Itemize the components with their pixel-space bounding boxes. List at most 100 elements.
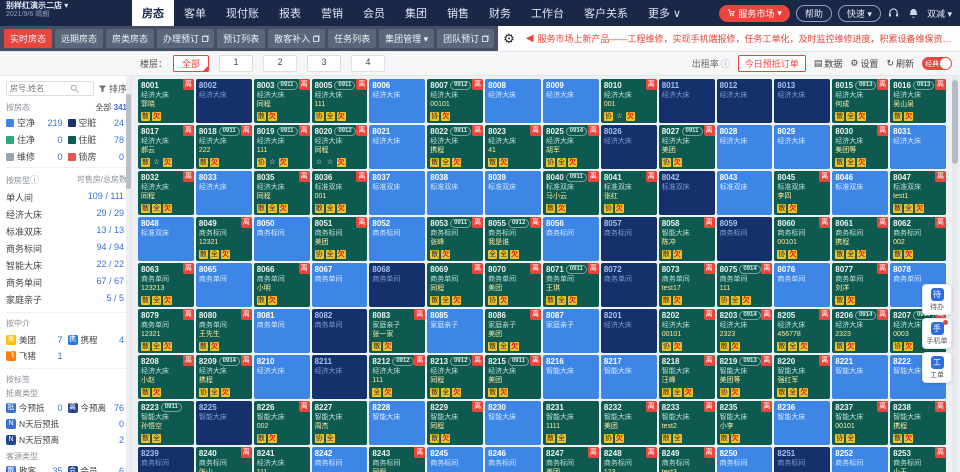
filter-N天后预抵[interactable]: N N天后预抵 0	[6, 416, 127, 432]
toolbar-button-团队预订[interactable]: 团队预订	[437, 29, 495, 48]
hotel-switcher[interactable]: 别样红演示二店 ▾ 2021/9/6 晴朗	[0, 0, 132, 26]
floor-pill-4[interactable]: 4	[351, 55, 386, 72]
tab-房态[interactable]: 房态	[132, 0, 174, 26]
room-cell-8228[interactable]: 8228 智能大床	[369, 401, 426, 445]
room-cell-8073[interactable]: 8073 商务单间 test17 散欠 离	[658, 263, 715, 307]
room-cell-8066[interactable]: 8066 商务单间 小明散欠 离	[253, 263, 310, 307]
type-filter-经济大床[interactable]: 经济大床 29 / 29	[6, 206, 127, 223]
filter-N天后预离[interactable]: N N天后预离 2	[6, 432, 127, 448]
room-cell-8040[interactable]: 8040 0911 标准双床 马小云散欠 离	[543, 171, 599, 215]
room-cell-8056[interactable]: 8056 商务标间	[543, 217, 599, 261]
room-cell-8250[interactable]: 8250 商务标间	[716, 447, 773, 472]
room-cell-8062[interactable]: 8062 商务标间 002 散欠 离	[890, 217, 946, 261]
room-cell-8071[interactable]: 8071 0911 商务单间 王琪散全欠 离	[543, 263, 599, 307]
room-cell-8048[interactable]: 8048 标准双床	[138, 217, 194, 261]
room-cell-8068[interactable]: 8068 商务单间	[369, 263, 426, 307]
toolbar-button-预订列表[interactable]: 预订列表	[217, 29, 266, 48]
filter-今预离[interactable]: 离今预离 76	[67, 400, 128, 416]
type-filter-商务单间[interactable]: 商务单间 67 / 67	[6, 274, 127, 291]
room-cell-8227[interactable]: 8227 智能大床 周杰协全	[311, 401, 368, 445]
settings-button[interactable]: ⚙ 设置	[850, 58, 879, 69]
room-cell-8243[interactable]: 8243商务标间同程散全离	[369, 447, 426, 472]
toolbar-button-远期房态[interactable]: 远期房态	[55, 29, 104, 48]
tab-会员[interactable]: 会员	[363, 8, 385, 20]
room-cell-8230[interactable]: 8230 智能大床	[485, 401, 541, 445]
room-cell-8217[interactable]: 8217 智能大床	[600, 355, 657, 399]
state-filter-空脏[interactable]: 空脏 24	[67, 116, 128, 129]
room-cell-8018[interactable]: 8018 0911 经济大床 222 散欠 离	[195, 125, 252, 169]
room-cell-8249[interactable]: 8249商务标间test3散全离	[658, 447, 715, 472]
floor-pill-全部[interactable]: 全部	[173, 55, 210, 72]
room-cell-8023[interactable]: 8023 经济大床 41 散欠 离	[485, 125, 541, 169]
room-cell-8067[interactable]: 8067 商务单间	[311, 263, 368, 307]
room-cell-8202[interactable]: 8202 经济大床 00101 协欠 离	[658, 309, 715, 353]
room-cell-8035[interactable]: 8035 经济大床 同程散全欠 离	[253, 171, 310, 215]
floor-pill-1[interactable]: 1	[219, 55, 254, 72]
open-new-window-icon[interactable]	[313, 35, 320, 42]
room-cell-8087[interactable]: 8087 家庭亲子	[543, 309, 599, 353]
room-cell-8009[interactable]: 8009 经济大床	[543, 79, 599, 123]
open-new-window-icon[interactable]	[202, 35, 209, 42]
room-cell-8050[interactable]: 8050 商务标间	[253, 217, 310, 261]
room-cell-8075[interactable]: 8075 0914 商务单间 111 协全欠 离	[716, 263, 773, 307]
room-cell-8055[interactable]: 8055 0912 商务标间 我是谁全全欠离	[485, 217, 541, 261]
filter-今预抵[interactable]: 抵今预抵 0	[6, 400, 66, 416]
room-cell-8010[interactable]: 8010 经济大床 001 协 ☆ 欠 离	[600, 79, 657, 123]
room-cell-8238[interactable]: 8238 智能大床 携程散欠 离	[890, 401, 946, 445]
room-cell-8235[interactable]: 8235 智能大床 小李散欠 离	[716, 401, 773, 445]
type-filter-单人间[interactable]: 单人间 109 / 111	[6, 189, 127, 206]
rail-button-待办[interactable]: 待待办	[922, 284, 952, 315]
room-cell-8072[interactable]: 8072 商务单间	[600, 263, 657, 307]
room-cell-8085[interactable]: 8085 家庭亲子	[427, 309, 484, 353]
rail-button-工单[interactable]: 工工单	[922, 352, 952, 383]
room-cell-8038[interactable]: 8038 标准双床	[427, 171, 484, 215]
room-cell-8012[interactable]: 8012 经济大床	[716, 79, 773, 123]
room-search-box[interactable]	[6, 81, 94, 96]
room-cell-8026[interactable]: 8026 经济大床	[600, 125, 657, 169]
toolbar-button-办理预订[interactable]: 办理预订	[157, 29, 215, 48]
room-cell-8209[interactable]: 8209 0914 经济大床 携程协全欠 离	[195, 355, 252, 399]
filter-散客[interactable]: 散散客 35	[6, 463, 66, 472]
room-cell-8245[interactable]: 8245 商务标间	[427, 447, 484, 472]
room-cell-8060[interactable]: 8060 商务标间 00101 协欠 离	[774, 217, 831, 261]
room-cell-8030[interactable]: 8030 经济大床 美团等散全欠 离	[832, 125, 889, 169]
room-cell-8208[interactable]: 8208 经济大床 小赵散欠 离	[138, 355, 194, 399]
toolbar-button-房类房态[interactable]: 房类房态	[106, 29, 155, 48]
search-input[interactable]	[10, 84, 68, 93]
room-cell-8240[interactable]: 8240商务标间张山散欠离	[195, 447, 252, 472]
sort-button[interactable]: 排序	[98, 82, 127, 95]
room-cell-8086[interactable]: 8086 家庭亲子 美团散全欠 离	[485, 309, 541, 353]
grid-scrollbar-thumb[interactable]	[952, 80, 958, 164]
room-cell-8063[interactable]: 8063 商务单间 123213 散全欠 离	[138, 263, 194, 307]
room-cell-8028[interactable]: 8028 经济大床	[716, 125, 773, 169]
room-cell-8233[interactable]: 8233 智能大床 test2 散全 离	[658, 401, 715, 445]
room-cell-8017[interactable]: 8017 经济大床 郝云散 ☆ 欠 离	[138, 125, 194, 169]
room-cell-8211[interactable]: 8211 经济大床	[311, 355, 368, 399]
room-cell-8058[interactable]: 8058 智能大床 陈冲散欠 离	[658, 217, 715, 261]
bell-icon[interactable]	[907, 6, 921, 20]
filter-美团[interactable]: 美美团 7	[6, 332, 66, 348]
help-button[interactable]: 帮助	[795, 4, 832, 22]
room-cell-8032[interactable]: 8032 经济大床 同程散全欠 离	[138, 171, 194, 215]
room-cell-8206[interactable]: 8206 0914 经济大床 2323 散欠 离	[832, 309, 889, 353]
type-filter-商务标间[interactable]: 商务标间 94 / 94	[6, 240, 127, 257]
room-cell-8022[interactable]: 8022 0911 经济大床 携程散全欠 离	[427, 125, 484, 169]
room-cell-8016[interactable]: 8016 0913 经济大床 吴山泉散欠 离	[890, 79, 946, 123]
room-cell-8215[interactable]: 8215 0911 经济大床 美团散欠 离	[485, 355, 541, 399]
room-cell-8015[interactable]: 8015 0913 经济大床 何成散全欠 离	[832, 79, 889, 123]
tab-营销[interactable]: 营销	[321, 8, 343, 20]
room-cell-8237[interactable]: 8237 智能大床 00101 协全 离	[832, 401, 889, 445]
room-cell-8210[interactable]: 8210 经济大床	[253, 355, 310, 399]
filter-会员[interactable]: 会会员 6	[67, 463, 128, 472]
toolbar-button-散客补入[interactable]: 散客补入	[268, 29, 326, 48]
room-cell-8077[interactable]: 8077 商务单间 刘洋散欠 离	[832, 263, 889, 307]
room-cell-8001[interactable]: 8001 经济大床 郭晓散欠 离	[138, 79, 194, 123]
room-cell-8025[interactable]: 8025 0914 经济大床 胡军协全欠 离	[543, 125, 599, 169]
rail-button-手机单[interactable]: 手手机单	[922, 318, 952, 349]
room-cell-8251[interactable]: 8251 商务标间	[774, 447, 831, 472]
room-cell-8241[interactable]: 8241经济大床111散	[253, 447, 310, 472]
room-cell-8019[interactable]: 8019 0911 经济大床 111 协 ☆ 欠 离	[253, 125, 310, 169]
room-cell-8020[interactable]: 8020 0912 经济大床 同程 ☆ ☆ 欠离	[311, 125, 368, 169]
tab-现付账[interactable]: 现付账	[226, 8, 259, 20]
room-cell-8006[interactable]: 8006 经济大床	[369, 79, 426, 123]
